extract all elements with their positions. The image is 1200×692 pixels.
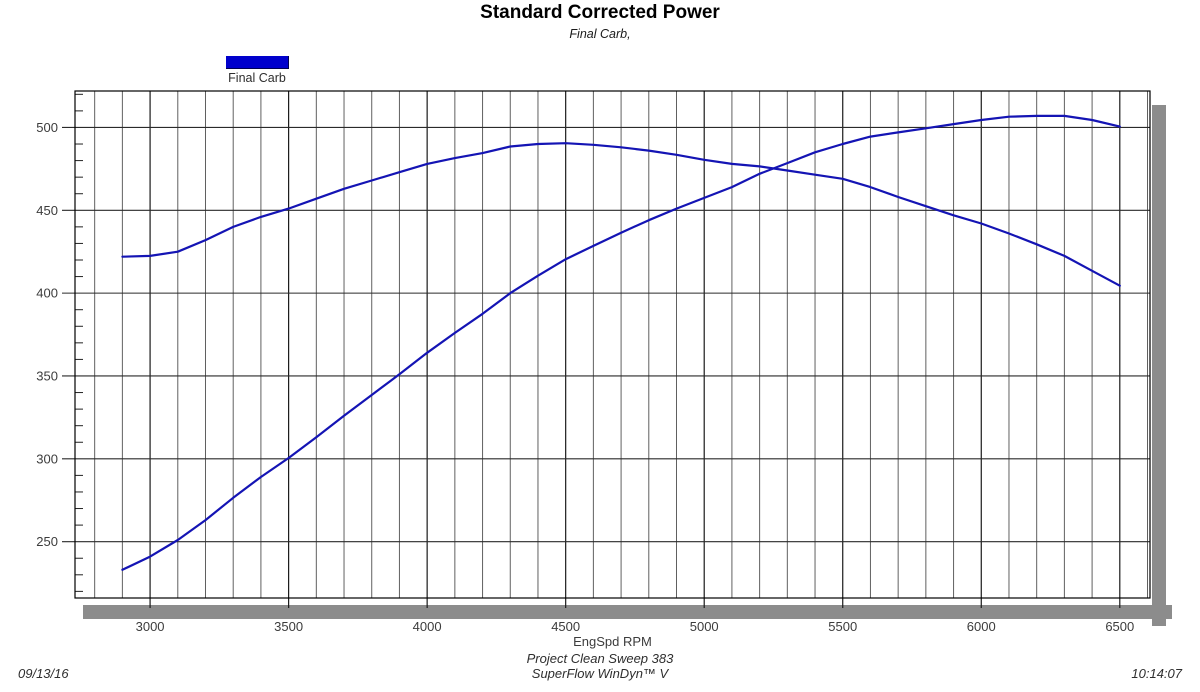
y-tick-label: 350 bbox=[36, 368, 58, 383]
x-tick-label: 5500 bbox=[828, 619, 857, 634]
x-tick-label: 3000 bbox=[136, 619, 165, 634]
x-axis-title: EngSpd RPM bbox=[573, 634, 652, 649]
report-time: 10:14:07 bbox=[1131, 666, 1182, 681]
plot-background bbox=[75, 91, 1150, 598]
y-tick-label: 400 bbox=[36, 286, 58, 301]
page-title: Standard Corrected Power bbox=[480, 2, 720, 23]
y-tick-label: 250 bbox=[36, 534, 58, 549]
x-tick-label: 6500 bbox=[1105, 619, 1134, 634]
chart-shadow-bottom bbox=[83, 605, 1172, 619]
curve-power bbox=[121, 114, 1121, 571]
software-name: SuperFlow WinDyn™ V bbox=[531, 666, 669, 681]
x-tick-label: 3500 bbox=[274, 619, 303, 634]
legend-label: Final Carb bbox=[228, 71, 286, 85]
y-tick-label: 450 bbox=[36, 203, 58, 218]
legend-swatch bbox=[225, 56, 289, 69]
x-tick-label: 4500 bbox=[551, 619, 580, 634]
legend: Final Carb bbox=[218, 56, 296, 85]
x-tick-label: 6000 bbox=[967, 619, 996, 634]
project-name: Project Clean Sweep 383 bbox=[526, 651, 674, 666]
curve-torque bbox=[121, 142, 1121, 287]
chart-shadow-right bbox=[1152, 105, 1166, 626]
plot-frame bbox=[74, 90, 1151, 599]
report-date: 09/13/16 bbox=[18, 666, 69, 681]
y-tick-label: 500 bbox=[36, 120, 58, 135]
x-tick-label: 4000 bbox=[413, 619, 442, 634]
y-tick-label: 300 bbox=[36, 451, 58, 466]
page-subtitle: Final Carb, bbox=[569, 27, 631, 41]
footer-center: Project Clean Sweep 383 SuperFlow WinDyn… bbox=[0, 651, 1200, 681]
x-tick-label: 5000 bbox=[690, 619, 719, 634]
